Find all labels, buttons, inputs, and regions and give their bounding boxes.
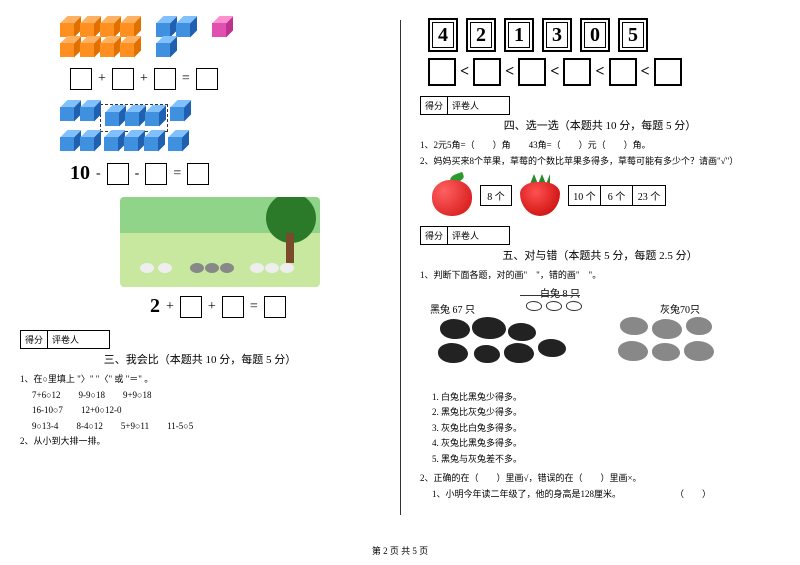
score-box: 得分 评卷人 (420, 96, 510, 115)
blank-box[interactable] (654, 58, 682, 86)
statement: 4. 灰兔比黑兔多得多。 (432, 437, 780, 451)
gray-rabbit-label: 灰兔70只 (660, 301, 700, 316)
grader-label: 评卷人 (48, 331, 83, 348)
grader-label: 评卷人 (448, 227, 483, 244)
blank-box[interactable] (112, 68, 134, 90)
blank-box[interactable] (518, 58, 546, 86)
blank-box[interactable] (428, 58, 456, 86)
q3-1-label: 1、在○里填上 "〉" "〈" 或 "＝" 。 (20, 373, 380, 387)
q3-2-label: 2、从小到大排一排。 (20, 435, 380, 449)
statement: 3. 灰兔比白兔多得多。 (432, 422, 780, 436)
blank-box[interactable] (264, 296, 286, 318)
white-rabbit-label: 白兔 8 只 (540, 285, 580, 300)
equation-prefix: 10 (70, 162, 90, 185)
blank-box[interactable] (187, 163, 209, 185)
cubes-group-2 (60, 102, 380, 154)
score-label: 得分 (421, 97, 448, 114)
section-5-title: 五、对与错（本题共 5 分，每题 2.5 分） (420, 247, 780, 263)
equation-3: 2+ + = (150, 295, 380, 318)
option-box[interactable]: 6 个 (601, 186, 633, 205)
numcard: 2 (466, 18, 496, 52)
q3-1-row2: 16-10○7 12+0○12-0 (32, 404, 380, 418)
blank-box[interactable] (222, 296, 244, 318)
compare-line: < < < < < (428, 58, 780, 86)
tree-icon (266, 197, 316, 243)
blank-box[interactable] (154, 68, 176, 90)
number-cards: 4 2 1 3 0 5 (428, 18, 780, 52)
q5-2-label: 2、正确的在（ ）里画√，错误的在（ ）里画×。 (420, 472, 780, 486)
black-rabbit-label: 黑兔 67 只 (430, 301, 475, 316)
statement: 5. 黑兔与灰兔差不多。 (432, 453, 780, 467)
numcard: 0 (580, 18, 610, 52)
section-3-title: 三、我会比（本题共 10 分，每题 5 分） (20, 351, 380, 367)
q4-1: 1、2元5角=（ ）角 43角=（ ）元（ ）角。 (420, 139, 780, 153)
q5-2-item: 1、小明今年读二年级了，他的身高是128厘米。 （ ） (432, 488, 780, 502)
strawberry-icon (520, 174, 560, 216)
blank-box[interactable] (145, 163, 167, 185)
q4-2: 2、妈妈买来8个苹果，草莓的个数比苹果多得多，草莓可能有多少个？请画"√"） (420, 155, 780, 169)
q3-1-row1: 7+6○12 9-9○18 9+9○18 (32, 389, 380, 403)
grader-label: 评卷人 (448, 97, 483, 114)
blank-box[interactable] (107, 163, 129, 185)
score-label: 得分 (21, 331, 48, 348)
equation-2: 10- - = (70, 162, 380, 185)
statement: 2. 黑兔比灰兔少得多。 (432, 406, 780, 420)
blank-box[interactable] (609, 58, 637, 86)
rabbit-scene (120, 197, 320, 287)
numcard: 5 (618, 18, 648, 52)
right-page: 4 2 1 3 0 5 < < < < < 得分 评卷人 四、选一选（本题共 1… (400, 0, 800, 565)
option-box[interactable]: 10 个 (569, 186, 601, 205)
score-box: 得分 评卷人 (420, 226, 510, 245)
left-page: + + = 10- - = (0, 0, 400, 565)
numcard: 3 (542, 18, 572, 52)
section-4-title: 四、选一选（本题共 10 分，每题 5 分） (420, 117, 780, 133)
cubes-group-1 (60, 18, 380, 60)
q3-1-row3: 9○13-4 8-4○12 5+9○11 11-5○5 (32, 420, 380, 434)
blank-box[interactable] (196, 68, 218, 90)
q5-1-label: 1、判断下面各题，对的画" "，错的画" "。 (420, 269, 780, 283)
score-label: 得分 (421, 227, 448, 244)
statement: 1. 白兔比黑兔少得多。 (432, 391, 780, 405)
blank-box[interactable] (180, 296, 202, 318)
apple-count: 8 个 (480, 185, 512, 206)
fruit-row: 8 个 10 个 6 个 23 个 (432, 174, 780, 216)
numcard: 4 (428, 18, 458, 52)
blank-box[interactable] (70, 68, 92, 90)
equation-prefix: 2 (150, 295, 160, 318)
page-footer: 第 2 页 共 5 页 (0, 544, 800, 557)
option-box[interactable]: 23 个 (633, 186, 665, 205)
rabbit-diagram: 白兔 8 只 黑兔 67 只 灰兔70只 (420, 287, 740, 387)
apple-icon (432, 174, 472, 216)
blank-box[interactable] (563, 58, 591, 86)
equation-1: + + = (70, 68, 380, 90)
blank-box[interactable] (473, 58, 501, 86)
numcard: 1 (504, 18, 534, 52)
score-box: 得分 评卷人 (20, 330, 110, 349)
